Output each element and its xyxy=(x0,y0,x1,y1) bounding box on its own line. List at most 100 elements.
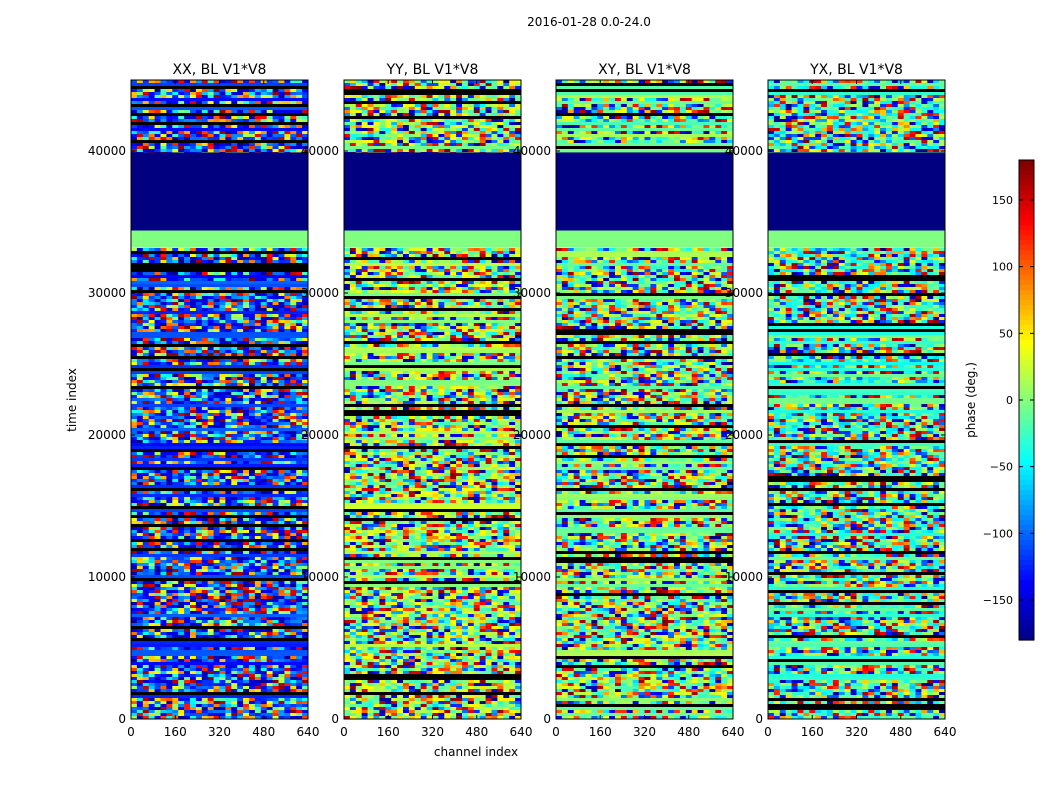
x-tick-label: 160 xyxy=(589,725,612,739)
colorbar-segment xyxy=(1019,180,1034,186)
y-tick-label: 20000 xyxy=(513,428,551,442)
x-tick-label: 480 xyxy=(677,725,700,739)
figure-title: 2016-01-28 0.0-24.0 xyxy=(527,15,651,29)
colorbar-segment xyxy=(1019,260,1034,266)
colorbar-segment xyxy=(1019,255,1034,261)
colorbar-segment xyxy=(1019,340,1034,346)
colorbar-segment xyxy=(1019,580,1034,586)
colorbar-segment xyxy=(1019,380,1034,386)
colorbar-segment xyxy=(1019,545,1034,551)
colorbar-segment xyxy=(1019,495,1034,501)
colorbar-segment xyxy=(1019,305,1034,311)
colorbar-segment xyxy=(1019,390,1034,396)
colorbar-segment xyxy=(1019,165,1034,171)
colorbar-segment xyxy=(1019,445,1034,451)
heatmap-image xyxy=(556,80,733,719)
colorbar-segment xyxy=(1019,285,1034,291)
colorbar-segment xyxy=(1019,365,1034,371)
colorbar-segment xyxy=(1019,170,1034,176)
colorbar-segment xyxy=(1019,370,1034,376)
colorbar-segment xyxy=(1019,265,1034,271)
colorbar-segment xyxy=(1019,355,1034,361)
colorbar-segment xyxy=(1019,620,1034,626)
y-tick-label: 20000 xyxy=(88,428,126,442)
y-tick-label: 40000 xyxy=(725,144,763,158)
panel-3: XY, BL V1*V8 0 160 320 480 640 0 10000 20000 3000… xyxy=(513,62,745,739)
constant-band xyxy=(556,230,733,248)
y-tick-label: 20000 xyxy=(301,428,339,442)
colorbar-segment xyxy=(1019,230,1034,236)
colorbar-segment xyxy=(1019,560,1034,566)
x-tick-label: 0 xyxy=(764,725,772,739)
heatmap-image xyxy=(768,80,945,719)
colorbar-segment xyxy=(1019,320,1034,326)
colorbar-segment xyxy=(1019,275,1034,281)
y-tick-label: 0 xyxy=(331,712,339,726)
x-axis-label: channel index xyxy=(434,745,518,759)
y-tick-label: 10000 xyxy=(301,570,339,584)
colorbar-segment xyxy=(1019,270,1034,276)
colorbar-segment xyxy=(1019,205,1034,211)
colorbar-tick-label: −50 xyxy=(990,461,1013,474)
y-tick-label: 10000 xyxy=(725,570,763,584)
colorbar-tick-label: 50 xyxy=(999,327,1013,340)
x-tick-label: 0 xyxy=(340,725,348,739)
colorbar-segment xyxy=(1019,290,1034,296)
colorbar-segment xyxy=(1019,350,1034,356)
colorbar-tick-label: 0 xyxy=(1006,394,1013,407)
panel-title: YY, BL V1*V8 xyxy=(386,62,479,78)
colorbar-segment xyxy=(1019,330,1034,336)
colorbar-segment xyxy=(1019,225,1034,231)
x-tick-label: 320 xyxy=(421,725,444,739)
constant-band xyxy=(344,230,521,248)
colorbar-segment xyxy=(1019,345,1034,351)
y-tick-label: 10000 xyxy=(88,570,126,584)
colorbar-segment xyxy=(1019,295,1034,301)
x-tick-label: 320 xyxy=(208,725,231,739)
colorbar-segment xyxy=(1019,500,1034,506)
colorbar-segment xyxy=(1019,540,1034,546)
colorbar-segment xyxy=(1019,475,1034,481)
constant-band xyxy=(768,230,945,248)
heatmap-panels: XX, BL V1*V8 0 160 320 480 640 0 10000 20000 3000… xyxy=(88,62,957,739)
colorbar-segment xyxy=(1019,310,1034,316)
colorbar-segment xyxy=(1019,325,1034,331)
colorbar-segment xyxy=(1019,415,1034,421)
flagged-region xyxy=(556,152,733,231)
y-tick-label: 30000 xyxy=(301,286,339,300)
heatmap-image xyxy=(131,80,308,719)
colorbar-segment xyxy=(1019,570,1034,576)
y-tick-label: 20000 xyxy=(725,428,763,442)
colorbar-tick-label: −150 xyxy=(983,594,1013,607)
x-tick-label: 160 xyxy=(801,725,824,739)
x-tick-label: 0 xyxy=(552,725,560,739)
colorbar-segment xyxy=(1019,425,1034,431)
x-tick-label: 0 xyxy=(127,725,135,739)
panel-title: YX, BL V1*V8 xyxy=(809,62,903,78)
colorbar-segment xyxy=(1019,585,1034,591)
y-tick-label: 0 xyxy=(543,712,551,726)
x-tick-label: 640 xyxy=(934,725,957,739)
colorbar-tick-label: 100 xyxy=(992,261,1013,274)
x-tick-label: 480 xyxy=(465,725,488,739)
x-tick-label: 640 xyxy=(297,725,320,739)
colorbar-segment xyxy=(1019,300,1034,306)
colorbar-segment xyxy=(1019,460,1034,466)
colorbar-segment xyxy=(1019,595,1034,601)
colorbar-segment xyxy=(1019,400,1034,406)
colorbar-segment xyxy=(1019,555,1034,561)
colorbar-segment xyxy=(1019,420,1034,426)
colorbar-segment xyxy=(1019,450,1034,456)
y-tick-label: 40000 xyxy=(88,144,126,158)
colorbar-segment xyxy=(1019,440,1034,446)
colorbar-segment xyxy=(1019,490,1034,496)
colorbar-segment xyxy=(1019,515,1034,521)
heatmap-image xyxy=(344,80,521,719)
colorbar-tick-label: 150 xyxy=(992,194,1013,207)
y-axis-label: time index xyxy=(65,368,79,432)
x-tick-label: 160 xyxy=(164,725,187,739)
y-tick-label: 40000 xyxy=(513,144,551,158)
colorbar-segment xyxy=(1019,510,1034,516)
y-tick-label: 0 xyxy=(118,712,126,726)
